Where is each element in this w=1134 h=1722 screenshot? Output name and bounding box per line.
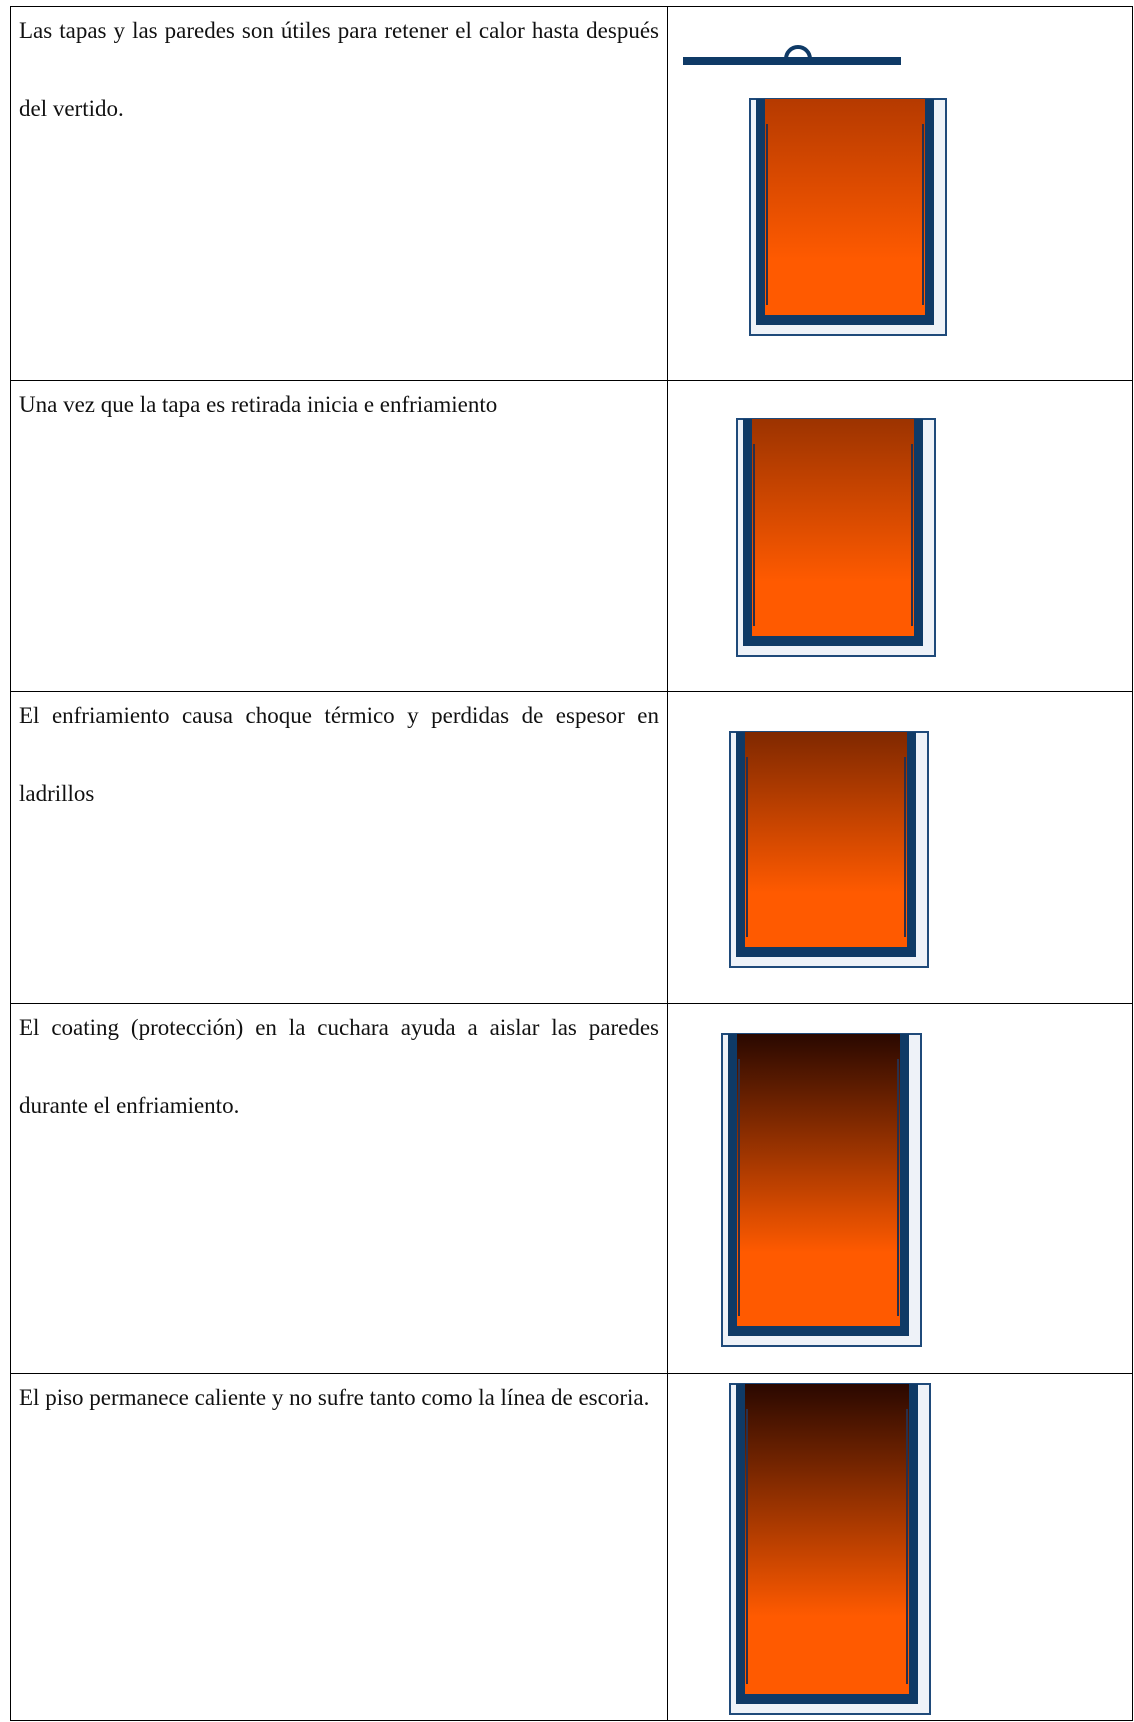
lid-knob [784, 45, 812, 60]
molten-steel [737, 1034, 900, 1326]
description: El coating (protección) en la cuchara ay… [19, 1015, 659, 1118]
image-cell [667, 691, 1133, 1004]
lid [683, 57, 901, 65]
description: Las tapas y las paredes son útiles para … [19, 18, 659, 121]
molten-steel [752, 419, 914, 636]
text-cell: El enfriamiento causa choque térmico y p… [10, 691, 668, 1004]
text-cell: El coating (protección) en la cuchara ay… [10, 1003, 668, 1374]
ladle-diagram [729, 1383, 931, 1715]
molten-steel [765, 99, 925, 315]
ladle-diagram [683, 45, 947, 336]
description: El enfriamiento causa choque térmico y p… [19, 703, 659, 806]
description: Una vez que la tapa es retirada inicia e… [19, 392, 498, 417]
table-row: Una vez que la tapa es retirada inicia e… [10, 380, 1133, 692]
ladle-diagram [729, 731, 929, 968]
text-cell: Las tapas y las paredes son útiles para … [10, 6, 668, 381]
table-row: El enfriamiento causa choque térmico y p… [10, 691, 1133, 1004]
table-row: El piso permanece caliente y no sufre ta… [10, 1373, 1133, 1721]
table-row: Las tapas y las paredes son útiles para … [10, 6, 1133, 381]
text-cell: El piso permanece caliente y no sufre ta… [10, 1373, 668, 1721]
molten-steel [745, 1384, 909, 1694]
description: El piso permanece caliente y no sufre ta… [19, 1385, 650, 1410]
ladle-diagram [736, 418, 936, 657]
content-table: Las tapas y las paredes son útiles para … [10, 6, 1133, 1721]
image-cell [667, 380, 1133, 692]
molten-steel [745, 732, 907, 947]
text-cell: Una vez que la tapa es retirada inicia e… [10, 380, 668, 692]
ladle-diagram [721, 1033, 922, 1347]
image-cell [667, 6, 1133, 381]
image-cell [667, 1373, 1133, 1721]
table-row: El coating (protección) en la cuchara ay… [10, 1003, 1133, 1374]
image-cell [667, 1003, 1133, 1374]
